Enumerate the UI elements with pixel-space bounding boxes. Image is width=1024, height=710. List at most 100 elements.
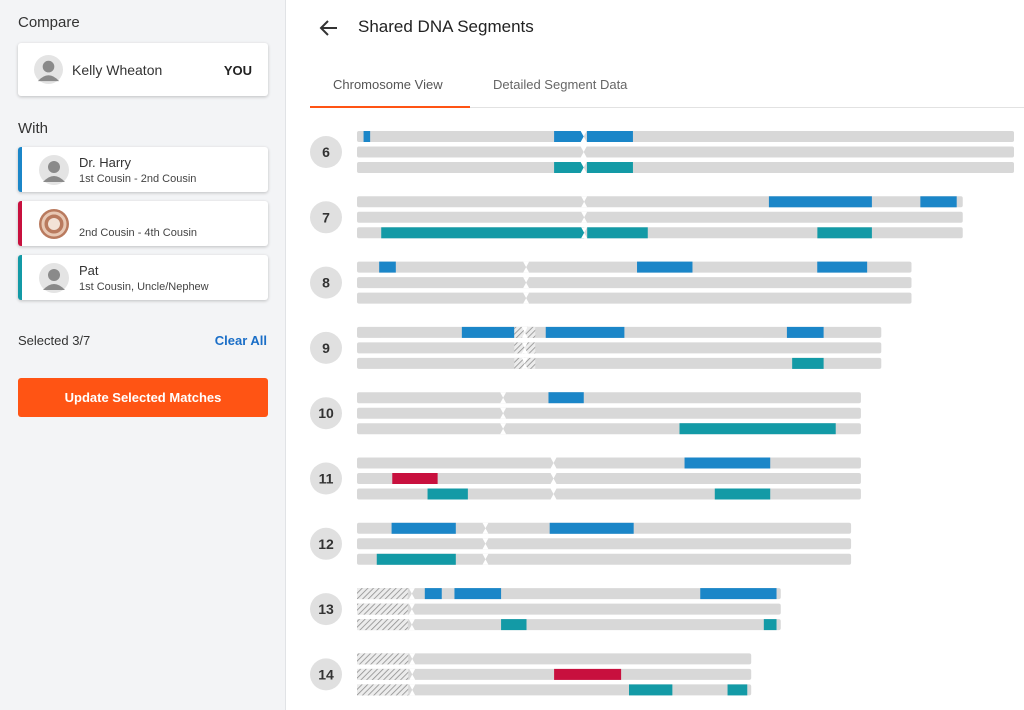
centromere-notch: [409, 658, 416, 665]
you-card[interactable]: Kelly Wheaton YOU: [18, 43, 268, 96]
chromosome-row-12: 12: [310, 522, 852, 565]
chromosome-number: 13: [318, 601, 334, 617]
shared-segment[interactable]: [391, 522, 456, 534]
shared-segment[interactable]: [786, 326, 824, 338]
shared-segment[interactable]: [700, 588, 777, 600]
centromere-notch: [550, 494, 557, 500]
tab-detailed-segment-data[interactable]: Detailed Segment Data: [493, 77, 628, 92]
centromere-notch: [409, 689, 416, 696]
match-card-pat[interactable]: Pat 1st Cousin, Uncle/Nephew: [18, 255, 268, 300]
person-icon: [39, 155, 69, 185]
heterochromatin-region: [357, 668, 409, 680]
chromosome-track: [357, 146, 1014, 158]
shared-segment[interactable]: [679, 423, 836, 435]
shared-segment[interactable]: [376, 553, 456, 565]
match-name: Pat: [79, 263, 99, 278]
chromosome-row-10: 10: [310, 392, 861, 435]
match-card-second[interactable]: 2nd Cousin - 4th Cousin: [18, 201, 268, 246]
shared-segment[interactable]: [545, 326, 625, 338]
chromosome-track: [357, 553, 852, 565]
chromosome-track: [357, 457, 861, 469]
match-relationship: 2nd Cousin - 4th Cousin: [79, 227, 198, 239]
shared-segment[interactable]: [763, 619, 777, 631]
chromosome-track: [357, 603, 781, 615]
arrow-left-icon[interactable]: [318, 17, 340, 39]
centromere-notch: [521, 347, 528, 354]
chromosome-row-6: 6: [310, 131, 1014, 173]
centromere-notch: [482, 528, 489, 534]
shared-segment[interactable]: [381, 227, 585, 239]
centromere-notch: [482, 553, 489, 560]
shared-segment[interactable]: [792, 357, 824, 369]
tab-chromosome-view[interactable]: Chromosome View: [333, 77, 443, 92]
centromere-notch: [523, 298, 530, 304]
shared-segment[interactable]: [554, 668, 622, 680]
chromosome-track: [357, 211, 963, 223]
centromere-notch: [581, 232, 588, 239]
compare-heading: Compare: [18, 14, 80, 31]
person-icon: [39, 263, 69, 293]
centromere-notch: [409, 674, 416, 680]
shared-segment[interactable]: [714, 488, 771, 500]
clear-all-link[interactable]: Clear All: [214, 333, 267, 348]
chromosome-badge: [310, 658, 342, 691]
chromosome-number: 9: [322, 340, 330, 356]
centromere-notch: [550, 473, 557, 479]
heterochromatin-region: [357, 653, 409, 665]
match-name: Dr. Harry: [79, 155, 131, 170]
chromosome-number: 6: [322, 144, 330, 160]
centromere-notch: [409, 653, 416, 659]
centromere-notch: [482, 543, 489, 550]
shared-segment[interactable]: [920, 196, 957, 208]
chromosome-track: [357, 473, 861, 484]
centromere-notch: [500, 397, 507, 404]
chromosome-track: [357, 261, 912, 273]
centromere-notch: [581, 217, 588, 223]
centromere-notch: [550, 488, 557, 494]
shared-segment[interactable]: [549, 522, 634, 534]
chromosome-track: [357, 538, 852, 550]
shared-segment[interactable]: [424, 588, 442, 600]
shared-segment[interactable]: [586, 131, 633, 142]
shared-segment[interactable]: [727, 684, 748, 696]
shared-segment[interactable]: [817, 261, 868, 273]
chromosome-track: [357, 292, 912, 304]
shared-segment[interactable]: [363, 131, 371, 142]
sidebar: Compare Kelly Wheaton YOU With Dr. Harry…: [0, 0, 286, 710]
update-selected-matches-button[interactable]: Update Selected Matches: [18, 378, 268, 417]
shared-segment[interactable]: [548, 392, 584, 404]
shared-segment[interactable]: [768, 196, 872, 208]
shared-segment[interactable]: [586, 162, 633, 173]
chromosome-track: [357, 668, 752, 680]
chromosome-row-8: 8: [310, 261, 912, 304]
shared-segment[interactable]: [427, 488, 468, 500]
shared-segment[interactable]: [587, 227, 648, 239]
chromosome-row-13: 13: [310, 588, 781, 631]
chromosome-number: 11: [319, 471, 334, 487]
heterochromatin-region: [357, 619, 408, 631]
shared-segment[interactable]: [684, 457, 771, 469]
centromere-notch: [581, 196, 588, 202]
chromosome-number: 12: [318, 536, 334, 552]
chromosome-track: [357, 357, 882, 369]
centromere-notch: [580, 136, 587, 142]
centromere-notch: [482, 538, 489, 544]
shared-segment[interactable]: [454, 588, 502, 600]
shared-segment[interactable]: [554, 131, 584, 142]
match-card-dr-harry[interactable]: Dr. Harry 1st Cousin - 2nd Cousin: [18, 147, 268, 192]
chromosome-track: [357, 162, 1014, 173]
shared-segment[interactable]: [554, 162, 584, 173]
centromere-notch: [550, 478, 557, 484]
shared-segment[interactable]: [637, 261, 693, 273]
shared-segment[interactable]: [379, 261, 396, 273]
chromosome-row-9: 9: [310, 326, 882, 369]
shared-segment[interactable]: [817, 227, 872, 239]
shared-segment[interactable]: [501, 619, 527, 631]
shared-segment[interactable]: [628, 684, 673, 696]
chromosome-number: 14: [318, 666, 334, 682]
chromosome-row-14: 14: [310, 653, 752, 696]
shared-segment[interactable]: [461, 326, 515, 338]
centromere-notch: [580, 152, 587, 158]
centromere-notch: [521, 357, 528, 364]
shared-segment[interactable]: [392, 473, 438, 484]
